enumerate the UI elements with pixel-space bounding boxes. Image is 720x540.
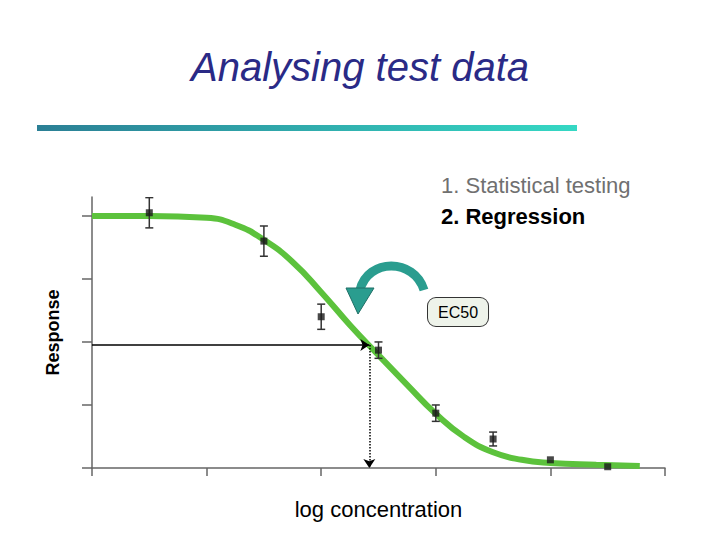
svg-text:1. Statistical testing: 1. Statistical testing <box>441 173 631 198</box>
svg-text:Response: Response <box>43 289 63 375</box>
svg-text:Analysing test data: Analysing test data <box>189 45 529 89</box>
svg-text:2. Regression: 2. Regression <box>441 204 585 229</box>
svg-text:EC50: EC50 <box>438 304 478 321</box>
svg-text:log concentration: log concentration <box>295 497 463 522</box>
